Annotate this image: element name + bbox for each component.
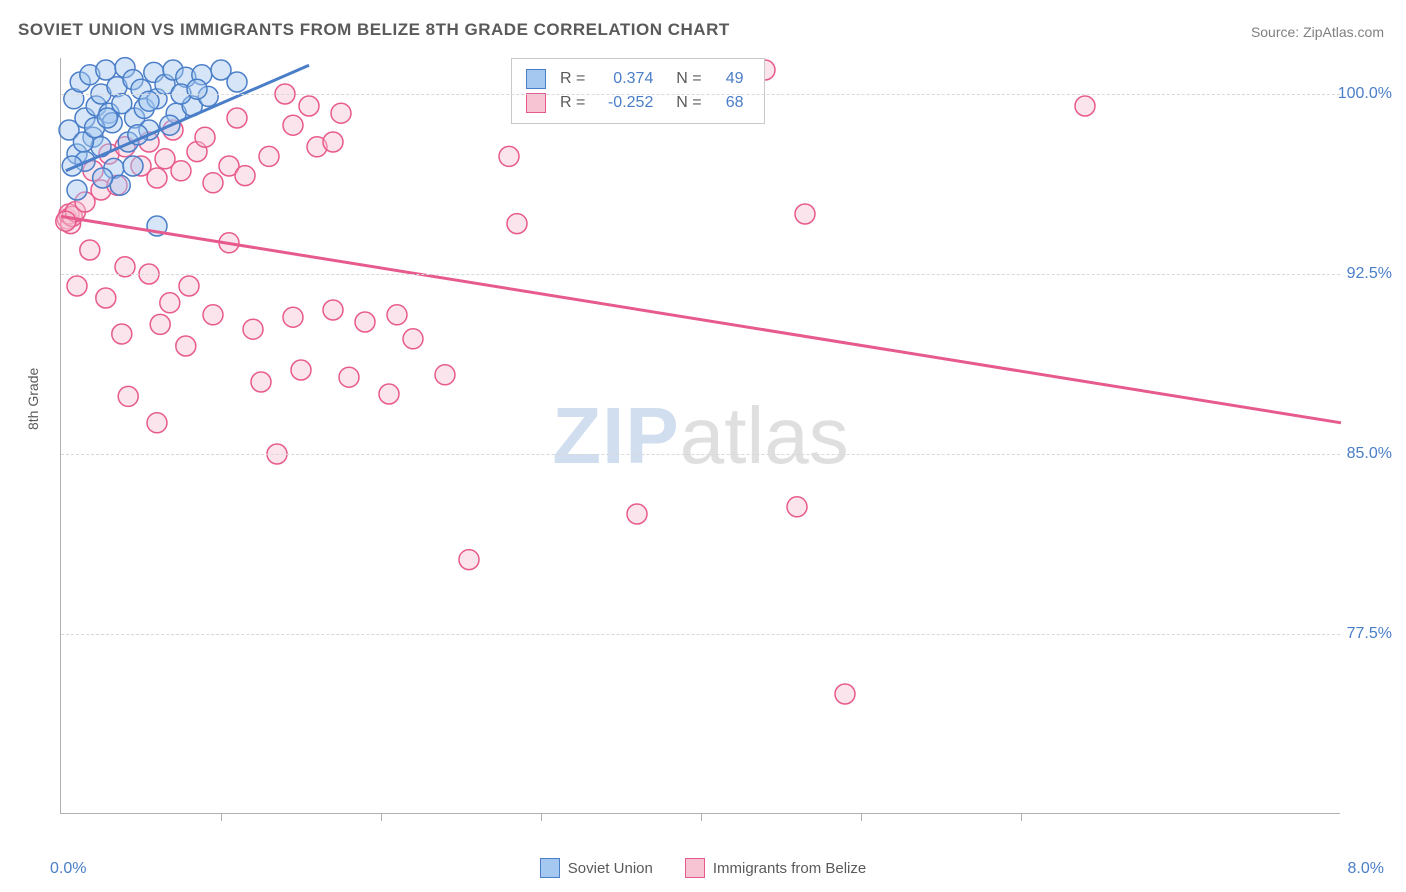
scatter-point-b [795,204,815,224]
gridline-h [61,454,1340,455]
scatter-point-b [150,314,170,334]
legend-item-a: Soviet Union [540,858,653,878]
scatter-point-b [331,103,351,123]
legend-item-b: Immigrants from Belize [685,858,866,878]
scatter-point-b [96,288,116,308]
scatter-point-b [147,168,167,188]
scatter-point-b [171,161,191,181]
legend-swatch-b [685,858,705,878]
scatter-point-b [403,329,423,349]
stats-n-b-value: 68 [716,94,744,112]
scatter-point-b [227,108,247,128]
scatter-point-b [299,96,319,116]
plot-area: ZIPatlas R = 0.374 N = 49 R = -0.252 N =… [60,58,1340,814]
scatter-point-b [259,146,279,166]
y-tick-label: 85.0% [1347,445,1392,463]
source-attribution: Source: ZipAtlas.com [1251,24,1384,40]
bottom-legend: Soviet Union Immigrants from Belize [0,858,1406,878]
scatter-point-b [160,293,180,313]
scatter-point-b [291,360,311,380]
scatter-svg [61,58,1340,813]
scatter-point-a [187,79,207,99]
stats-row-a: R = 0.374 N = 49 [526,67,744,91]
x-tick [701,813,702,821]
stats-n-a-value: 49 [716,70,744,88]
x-tick [1021,813,1022,821]
scatter-point-b [435,365,455,385]
stats-swatch-a [526,69,546,89]
scatter-point-b [283,115,303,135]
scatter-point-b [243,319,263,339]
stats-swatch-b [526,93,546,113]
scatter-point-a [227,72,247,92]
x-tick [381,813,382,821]
gridline-h [61,274,1340,275]
y-tick-label: 77.5% [1347,625,1392,643]
scatter-point-b [176,336,196,356]
y-tick-label: 92.5% [1347,265,1392,283]
scatter-point-b [56,211,76,231]
scatter-point-b [387,305,407,325]
scatter-point-a [123,156,143,176]
scatter-point-b [283,307,303,327]
scatter-point-b [835,684,855,704]
scatter-point-a [97,108,117,128]
x-tick [861,813,862,821]
scatter-point-b [507,214,527,234]
scatter-point-b [112,324,132,344]
scatter-point-b [1075,96,1095,116]
scatter-point-b [203,173,223,193]
scatter-point-b [80,240,100,260]
scatter-point-b [251,372,271,392]
stats-n-label: N = [667,70,701,88]
scatter-point-b [355,312,375,332]
scatter-point-b [118,386,138,406]
scatter-point-b [339,367,359,387]
stats-r-b-value: -0.252 [599,94,653,112]
stats-box: R = 0.374 N = 49 R = -0.252 N = 68 [511,58,765,124]
scatter-point-a [67,180,87,200]
scatter-point-b [459,550,479,570]
scatter-point-b [787,497,807,517]
scatter-point-b [499,146,519,166]
stats-r-a-value: 0.374 [599,70,653,88]
scatter-point-b [195,127,215,147]
scatter-point-b [67,276,87,296]
chart-title: SOVIET UNION VS IMMIGRANTS FROM BELIZE 8… [18,20,730,40]
scatter-point-b [147,413,167,433]
gridline-h [61,94,1340,95]
stats-r-label: R = [560,94,585,112]
scatter-point-a [93,168,113,188]
scatter-point-b [179,276,199,296]
y-axis-label: 8th Grade [25,368,41,430]
scatter-point-b [379,384,399,404]
x-tick [221,813,222,821]
scatter-point-b [235,166,255,186]
stats-n-label: N = [667,94,701,112]
gridline-h [61,634,1340,635]
stats-r-label: R = [560,70,585,88]
y-tick-label: 100.0% [1338,85,1392,103]
scatter-point-b [323,132,343,152]
x-tick [541,813,542,821]
scatter-point-b [203,305,223,325]
legend-swatch-a [540,858,560,878]
legend-label-b: Immigrants from Belize [713,860,866,877]
legend-label-a: Soviet Union [568,860,653,877]
scatter-point-b [323,300,343,320]
scatter-point-b [627,504,647,524]
